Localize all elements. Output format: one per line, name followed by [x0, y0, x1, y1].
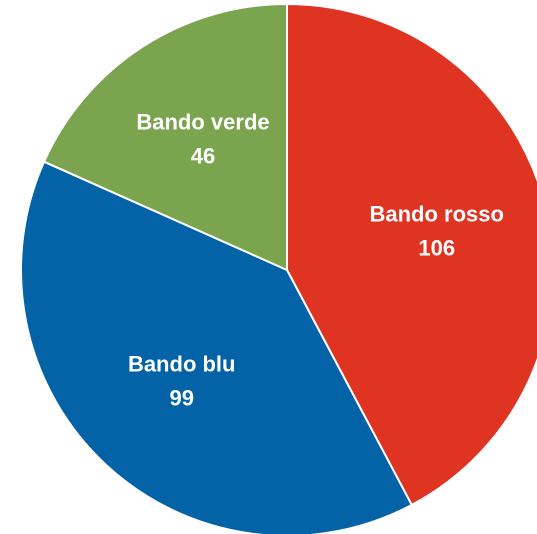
slice-label: Bando rosso [369, 202, 503, 227]
slice-value: 106 [418, 236, 455, 261]
pie-slice [42, 2, 288, 272]
slice-value: 99 [169, 386, 193, 411]
slice-value: 46 [191, 143, 215, 168]
slice-label: Bando blu [128, 352, 236, 377]
pie-slice [20, 160, 414, 534]
slice-label: Bando verde [136, 109, 269, 134]
pie-slice [286, 2, 537, 507]
